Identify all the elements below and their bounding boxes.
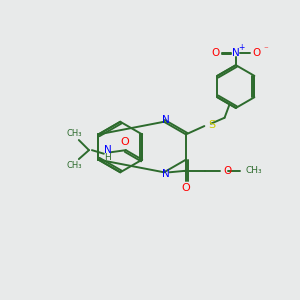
Text: CH₃: CH₃ bbox=[66, 129, 82, 138]
Text: O: O bbox=[253, 48, 261, 58]
Text: O: O bbox=[211, 48, 219, 58]
Text: N: N bbox=[103, 145, 111, 155]
Text: ⁻: ⁻ bbox=[263, 45, 268, 54]
Text: S: S bbox=[208, 120, 215, 130]
Text: N: N bbox=[162, 169, 170, 179]
Text: CH₃: CH₃ bbox=[66, 161, 82, 170]
Text: O: O bbox=[224, 166, 232, 176]
Text: H: H bbox=[104, 153, 111, 162]
Text: O: O bbox=[182, 183, 190, 193]
Text: N: N bbox=[232, 48, 240, 58]
Text: +: + bbox=[238, 43, 244, 52]
Text: CH₃: CH₃ bbox=[245, 166, 262, 175]
Text: O: O bbox=[120, 137, 129, 147]
Text: N: N bbox=[162, 115, 170, 125]
